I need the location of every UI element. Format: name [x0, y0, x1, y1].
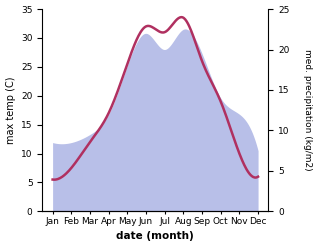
Y-axis label: max temp (C): max temp (C)	[5, 76, 16, 144]
X-axis label: date (month): date (month)	[116, 231, 194, 242]
Y-axis label: med. precipitation (kg/m2): med. precipitation (kg/m2)	[303, 49, 313, 171]
